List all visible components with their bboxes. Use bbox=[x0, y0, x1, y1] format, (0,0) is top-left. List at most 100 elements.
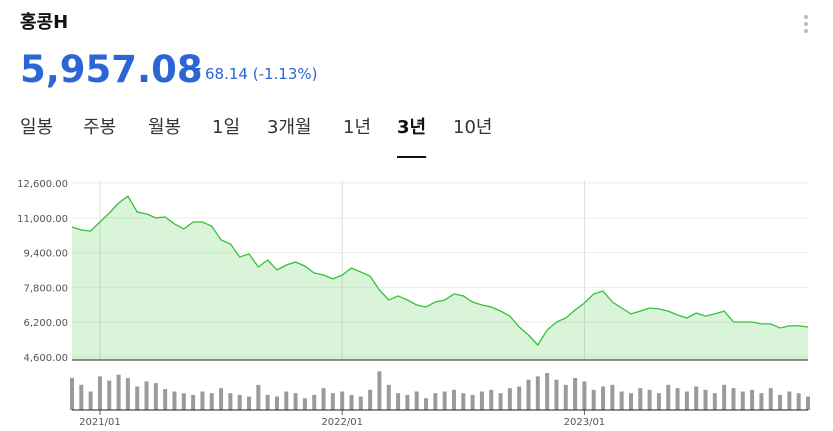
volume-bar bbox=[498, 393, 503, 410]
volume-bar bbox=[340, 391, 345, 410]
volume-bar bbox=[545, 373, 550, 410]
volume-bar bbox=[144, 381, 149, 410]
y-tick-label: 6,200.00 bbox=[23, 318, 68, 329]
volume-bar bbox=[135, 386, 140, 410]
chart: 12,600.00 11,000.00 9,400.00 7,800.00 6,200.… bbox=[17, 179, 810, 428]
x-tick-label: 2021/01 bbox=[79, 417, 121, 428]
tab[interactable]: 1일 bbox=[212, 117, 240, 138]
title: 홍콩H bbox=[20, 11, 68, 33]
volume-bar bbox=[237, 394, 242, 410]
volume-bar bbox=[507, 388, 512, 410]
volume-bar bbox=[349, 394, 354, 410]
volume-bar bbox=[396, 393, 401, 410]
volume-bar bbox=[265, 394, 270, 410]
volume-bar bbox=[451, 389, 456, 410]
y-tick-label: 12,600.00 bbox=[17, 179, 68, 190]
tabs: 일봉 주봉 월봉 1일 3개월 1년 3년 10년 bbox=[20, 117, 492, 158]
change: 68.14 (-1.13%) bbox=[205, 65, 318, 83]
volume-bar bbox=[172, 391, 177, 410]
volume-bar bbox=[293, 393, 298, 410]
volume-bar bbox=[628, 393, 633, 410]
volume-bar bbox=[191, 394, 196, 410]
volume-bar bbox=[358, 396, 363, 410]
volume-bar bbox=[377, 371, 382, 410]
tab[interactable]: 일봉 bbox=[20, 117, 53, 138]
volume-bar bbox=[330, 393, 335, 410]
volume-bar bbox=[778, 394, 783, 410]
volume-bar bbox=[424, 398, 429, 410]
volume-bar bbox=[517, 386, 522, 410]
change-pct: (-1.13%) bbox=[253, 65, 318, 83]
y-tick-label: 4,600.00 bbox=[23, 353, 68, 364]
tab[interactable]: 주봉 bbox=[83, 117, 116, 138]
volume-bar bbox=[461, 393, 466, 410]
change-value: 68.14 bbox=[205, 65, 248, 83]
tab[interactable]: 1년 bbox=[343, 117, 371, 138]
tab[interactable]: 10년 bbox=[453, 117, 492, 138]
menu[interactable] bbox=[804, 15, 808, 33]
volume-bar bbox=[656, 393, 661, 410]
volume-bar bbox=[470, 394, 475, 410]
volume-bar bbox=[796, 393, 801, 410]
volume-bar bbox=[163, 389, 168, 410]
volume-bar bbox=[88, 391, 93, 410]
volume-bar bbox=[433, 393, 438, 410]
volume-bar bbox=[591, 389, 596, 410]
dot bbox=[804, 22, 808, 26]
volume-bar bbox=[554, 379, 559, 410]
volume-bar bbox=[684, 391, 689, 410]
volume-bar bbox=[489, 389, 494, 410]
volume-bar bbox=[181, 393, 186, 410]
x-tick-label: 2022/01 bbox=[321, 417, 363, 428]
volume-bar bbox=[153, 383, 158, 410]
volume-bar bbox=[768, 388, 773, 410]
volume-bar bbox=[573, 378, 578, 410]
volume-bar bbox=[750, 389, 755, 410]
volume-bar bbox=[582, 381, 587, 410]
volume-bar bbox=[740, 391, 745, 410]
volume-bar bbox=[787, 391, 792, 410]
volume-bar bbox=[284, 391, 289, 410]
plot-bg bbox=[72, 180, 808, 360]
area-fill bbox=[72, 196, 808, 360]
volume-bar bbox=[601, 386, 606, 410]
volume-bar bbox=[647, 389, 652, 410]
tab[interactable]: 3개월 bbox=[267, 117, 312, 138]
tab[interactable]: 3년 bbox=[397, 117, 426, 138]
price-line bbox=[71, 195, 809, 347]
volume-bar bbox=[759, 393, 764, 410]
volume-bar bbox=[722, 384, 727, 410]
volume-bar bbox=[274, 396, 279, 410]
volume-bar bbox=[414, 391, 419, 410]
tab-underline bbox=[397, 156, 427, 158]
volume-bar bbox=[806, 396, 810, 410]
volume-bar bbox=[79, 384, 84, 410]
volume-bar bbox=[368, 389, 373, 410]
volume-bar bbox=[563, 384, 568, 410]
volume-bar bbox=[442, 391, 447, 410]
volume-bar bbox=[610, 384, 615, 410]
y-tick-label: 11,000.00 bbox=[17, 214, 68, 225]
volume-bar bbox=[712, 393, 717, 410]
volume-bar bbox=[703, 389, 708, 410]
volume-bar bbox=[666, 384, 671, 410]
volume-bar bbox=[312, 394, 317, 410]
volume-bar bbox=[107, 380, 112, 410]
volume-bar bbox=[386, 384, 391, 410]
volume-bar bbox=[321, 388, 326, 410]
dot bbox=[804, 29, 808, 33]
volume-bar bbox=[638, 388, 643, 410]
volume-bar bbox=[694, 386, 699, 410]
y-tick-label: 9,400.00 bbox=[23, 249, 68, 260]
volume-bar bbox=[125, 378, 130, 410]
volume-bar bbox=[619, 391, 624, 410]
volume-bar bbox=[200, 391, 205, 410]
tab[interactable]: 월봉 bbox=[148, 117, 181, 138]
volume-bar bbox=[219, 388, 224, 410]
volume-bar bbox=[479, 391, 484, 410]
volume-bar bbox=[535, 376, 540, 410]
volume-bar bbox=[526, 379, 531, 410]
volume-bar bbox=[247, 396, 252, 410]
volume-bar bbox=[405, 394, 410, 410]
